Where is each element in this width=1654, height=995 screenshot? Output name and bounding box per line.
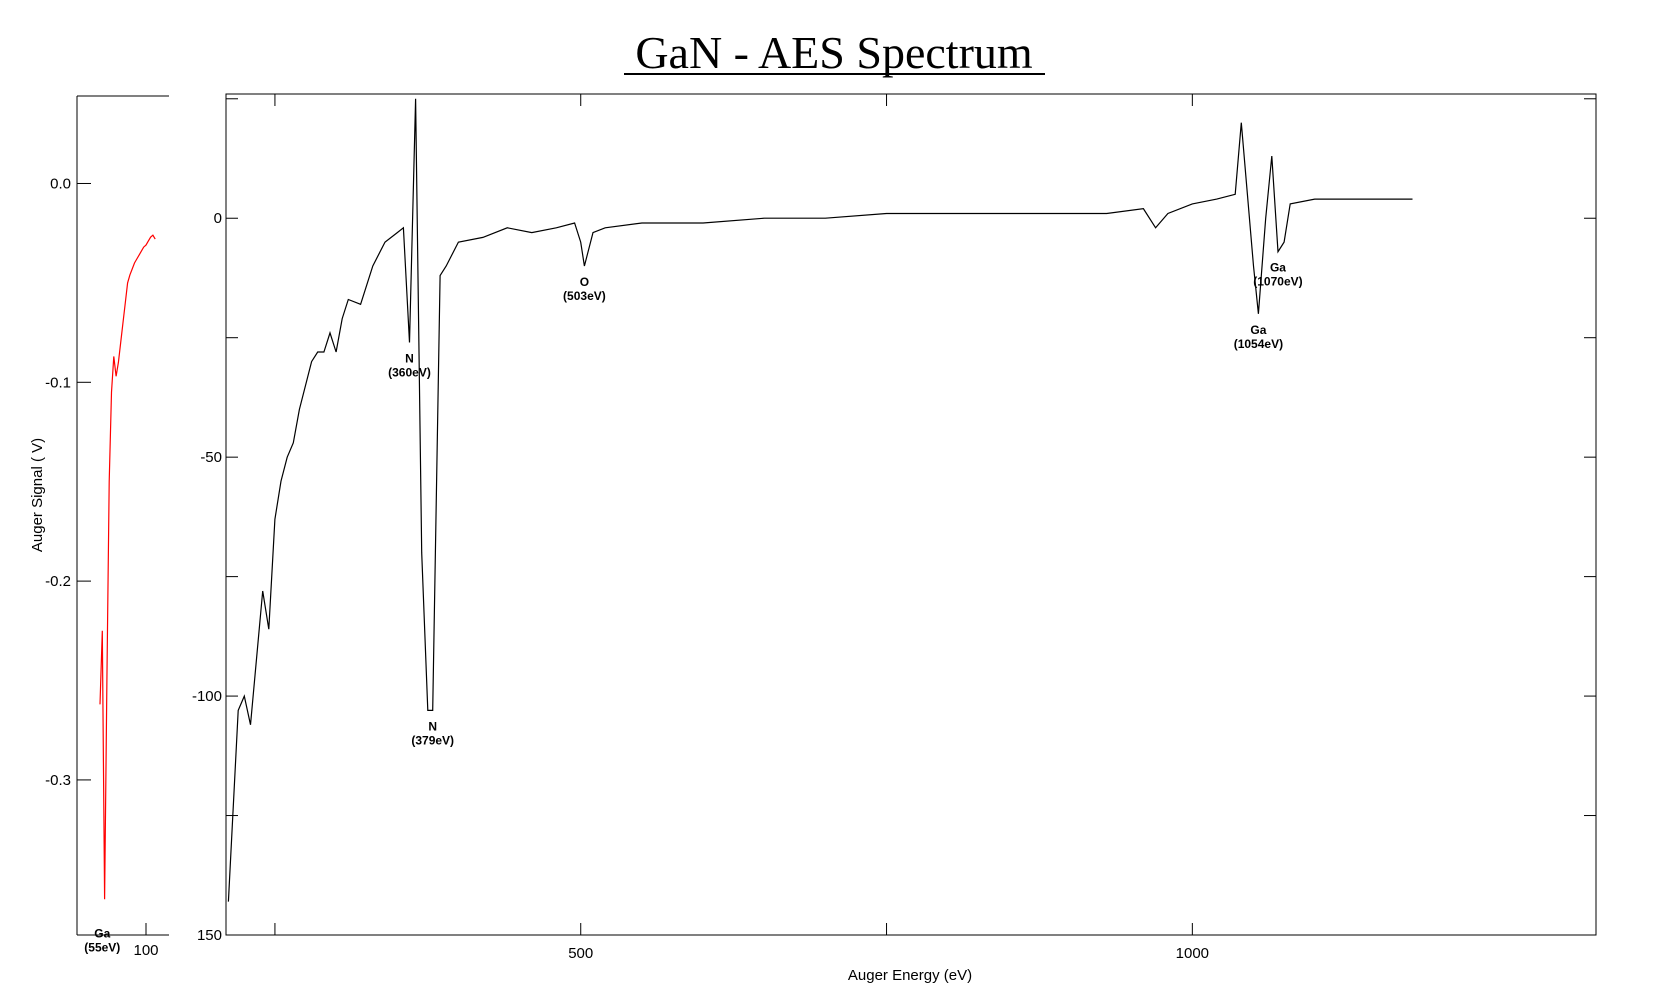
peak-label-energy: (379eV) — [411, 733, 454, 747]
main-x-tick-label: 1000 — [1176, 945, 1209, 962]
peak-label-element: Ga — [1270, 261, 1286, 275]
inset-y-tick-label: -0.3 — [45, 772, 71, 789]
main-y-tick-label: 0 — [214, 210, 222, 227]
y-axis-label: Auger Signal ( V) — [29, 438, 46, 552]
peak-label-element: N — [405, 351, 414, 365]
inset-series-line — [99, 234, 156, 900]
peak-label-energy: (503eV) — [563, 289, 606, 303]
main-y-tick-label: -100 — [192, 688, 222, 705]
chart-title: GaN - AES Spectrum — [635, 27, 1033, 78]
x-axis-label: Auger Energy (eV) — [848, 967, 972, 984]
main-x-tick-label: 500 — [568, 945, 593, 962]
inset-y-tick-label: -0.2 — [45, 573, 71, 590]
peak-label-energy: (55eV) — [84, 940, 120, 954]
peak-label-element: Ga — [1250, 323, 1266, 337]
peak-label-energy: (1054eV) — [1234, 337, 1283, 351]
main-y-tick-label: -50 — [200, 449, 222, 466]
main-plot-frame — [225, 93, 1597, 936]
inset-x-tick-label: 100 — [133, 942, 158, 959]
peak-label-element: Ga — [94, 926, 110, 940]
inset-panel: 0.0 -0.1 -0.2 -0.3 100 Ga(55eV) — [45, 95, 169, 959]
main-y-tick-label: 150 — [197, 927, 222, 944]
peak-label-element: N — [428, 719, 437, 733]
peak-label-energy: (1070eV) — [1253, 275, 1302, 289]
peak-label-energy: (360eV) — [388, 365, 431, 379]
inset-y-tick-label: 0.0 — [50, 175, 71, 192]
inset-y-tick-label: -0.1 — [45, 374, 71, 391]
main-series-line — [227, 98, 1413, 902]
peak-label-element: O — [580, 275, 589, 289]
